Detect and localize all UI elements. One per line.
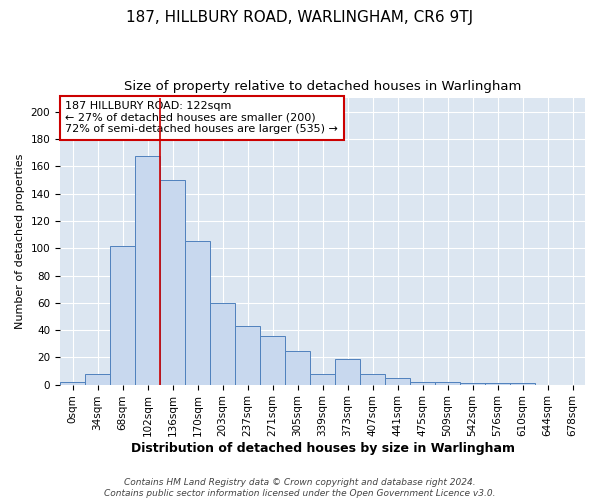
- Bar: [310, 374, 335, 384]
- Bar: [485, 383, 510, 384]
- Bar: [110, 246, 135, 384]
- Bar: [260, 336, 285, 384]
- Bar: [235, 326, 260, 384]
- Bar: [135, 156, 160, 384]
- Bar: [160, 180, 185, 384]
- Bar: [360, 374, 385, 384]
- Y-axis label: Number of detached properties: Number of detached properties: [15, 154, 25, 329]
- Bar: [185, 242, 210, 384]
- Bar: [210, 303, 235, 384]
- Bar: [510, 383, 535, 384]
- Title: Size of property relative to detached houses in Warlingham: Size of property relative to detached ho…: [124, 80, 521, 93]
- Bar: [60, 382, 85, 384]
- Bar: [335, 358, 360, 384]
- Bar: [410, 382, 435, 384]
- Bar: [285, 350, 310, 384]
- Text: 187 HILLBURY ROAD: 122sqm
← 27% of detached houses are smaller (200)
72% of semi: 187 HILLBURY ROAD: 122sqm ← 27% of detac…: [65, 101, 338, 134]
- X-axis label: Distribution of detached houses by size in Warlingham: Distribution of detached houses by size …: [131, 442, 515, 455]
- Bar: [85, 374, 110, 384]
- Text: 187, HILLBURY ROAD, WARLINGHAM, CR6 9TJ: 187, HILLBURY ROAD, WARLINGHAM, CR6 9TJ: [127, 10, 473, 25]
- Bar: [435, 382, 460, 384]
- Bar: [460, 383, 485, 384]
- Text: Contains HM Land Registry data © Crown copyright and database right 2024.
Contai: Contains HM Land Registry data © Crown c…: [104, 478, 496, 498]
- Bar: [385, 378, 410, 384]
